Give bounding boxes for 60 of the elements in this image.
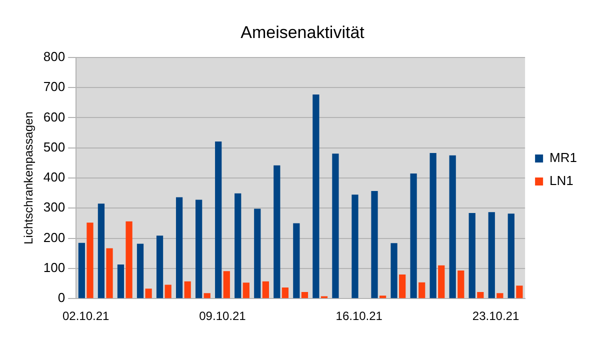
bar (204, 293, 210, 298)
x-tick-label: 09.10.21 (199, 309, 246, 324)
y-tick-label: 600 (43, 109, 66, 124)
bar (117, 264, 124, 298)
bar (410, 173, 417, 298)
bar (293, 223, 300, 298)
bar (282, 287, 289, 298)
bar (430, 152, 436, 298)
bar (126, 221, 132, 298)
bar (312, 94, 320, 298)
bar (78, 242, 86, 298)
bar (145, 288, 152, 298)
bar (254, 208, 261, 298)
bar (379, 296, 386, 298)
bar (223, 271, 230, 298)
bar (399, 274, 406, 298)
bar (196, 200, 202, 298)
y-axis-title: Lichtschrankenpassagen (22, 112, 36, 244)
y-tick-label: 400 (43, 170, 66, 185)
bar (262, 281, 269, 298)
bar (458, 270, 464, 298)
bar (164, 284, 172, 298)
bar (274, 165, 280, 298)
x-tick-label: 02.10.21 (62, 309, 110, 324)
bar (86, 222, 94, 298)
bar (449, 155, 456, 298)
bar (156, 236, 164, 298)
y-tick-label: 500 (43, 139, 66, 154)
bar (438, 265, 445, 298)
bar (371, 190, 378, 298)
y-tick-label: 700 (43, 79, 66, 94)
bar (176, 197, 183, 298)
y-tick-label: 800 (43, 48, 66, 64)
bar (215, 142, 222, 298)
bar (98, 204, 105, 298)
bar (184, 281, 191, 298)
y-tick-label: 100 (43, 260, 66, 276)
bar (301, 292, 308, 298)
bar (106, 248, 113, 298)
bar (136, 244, 144, 298)
bar (508, 214, 514, 298)
bar (488, 212, 495, 298)
x-tick-label: 16.10.21 (336, 309, 383, 324)
bar (332, 154, 339, 298)
bar (352, 194, 358, 298)
y-tick-label: 0 (58, 290, 66, 306)
y-tick-label: 200 (43, 230, 66, 245)
bar (242, 282, 250, 298)
bar (418, 282, 426, 298)
bar (496, 293, 504, 298)
legend-label: LN1 (550, 173, 574, 188)
y-tick-label: 300 (43, 200, 66, 215)
bar (234, 193, 242, 298)
bar (477, 292, 484, 298)
legend-label: MR1 (550, 150, 578, 166)
bar (516, 286, 523, 298)
x-tick-label: 23.10.21 (472, 309, 520, 324)
chart-title: Ameisenaktivität (240, 22, 365, 42)
bar (390, 243, 398, 298)
bar (468, 212, 476, 298)
